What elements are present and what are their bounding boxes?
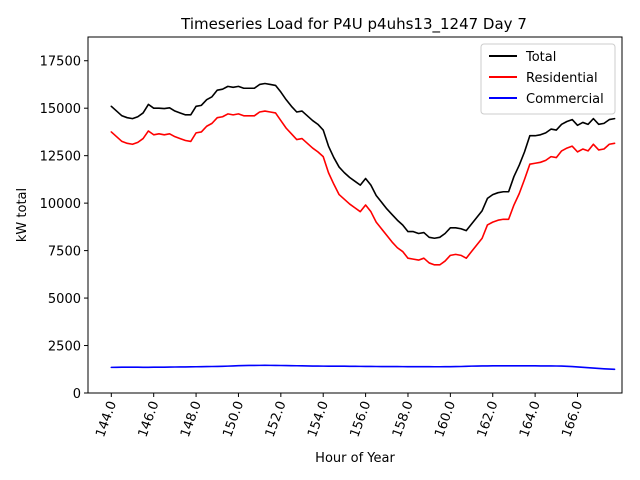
legend-label-residential: Residential xyxy=(526,71,598,86)
y-tick-label: 5000 xyxy=(48,292,81,307)
legend: Total Residential Commercial xyxy=(480,43,616,115)
series-line-commercial xyxy=(110,364,616,371)
y-tick-label: 7500 xyxy=(48,245,81,260)
y-tick-label: 0 xyxy=(73,387,81,402)
series-line-residential xyxy=(110,110,616,266)
y-axis-title: kW total xyxy=(15,188,30,242)
plot-frame xyxy=(87,36,623,394)
series-line-total xyxy=(110,82,616,240)
y-tick-label: 10000 xyxy=(40,197,81,212)
y-tick-label: 15000 xyxy=(40,102,81,117)
legend-label-total: Total xyxy=(525,50,556,65)
y-axis-ticks: 0 2500 5000 7500 10000 12500 15000 17500 xyxy=(40,55,88,402)
chart-title: Timeseries Load for P4U p4uhs13_1247 Day… xyxy=(180,15,527,34)
x-axis-title: Hour of Year xyxy=(315,451,395,466)
y-tick-label: 17500 xyxy=(40,55,81,70)
series-layer xyxy=(110,82,616,371)
y-tick-label: 12500 xyxy=(40,150,81,165)
legend-label-commercial: Commercial xyxy=(526,92,604,107)
legend-box xyxy=(480,43,616,115)
y-tick-label: 2500 xyxy=(48,340,81,355)
